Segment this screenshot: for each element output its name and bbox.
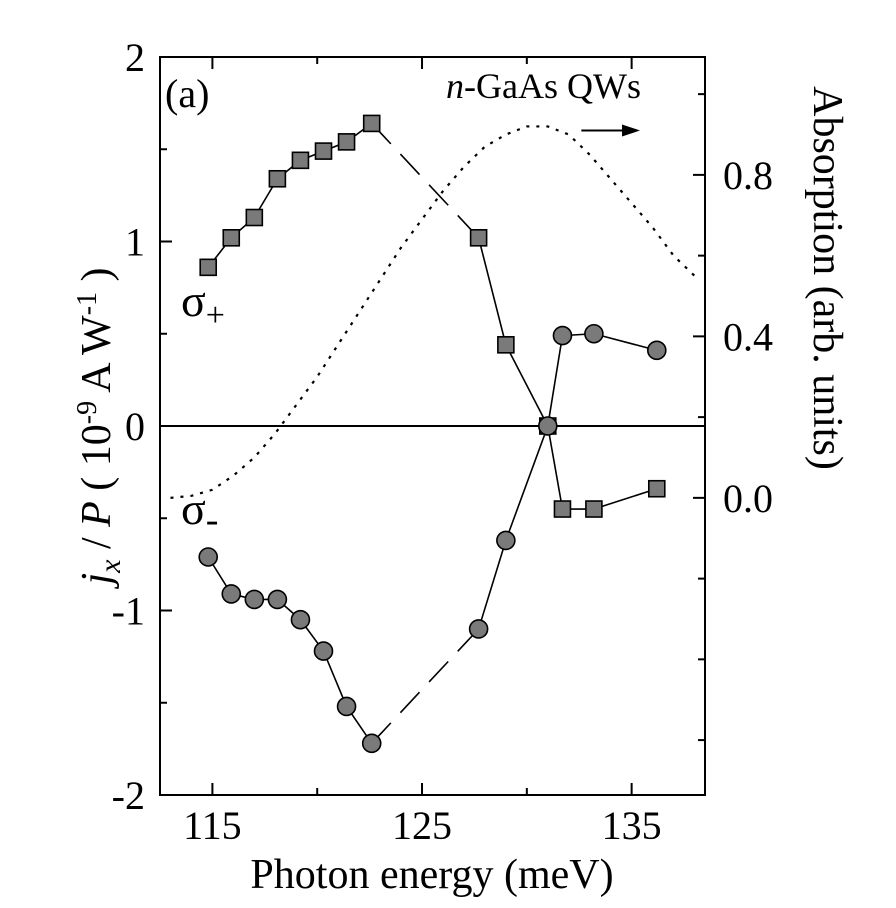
sigma-minus-marker xyxy=(646,340,667,361)
y-tick-label-right: 0.8 xyxy=(723,153,773,198)
sigma-plus-marker xyxy=(585,500,603,518)
sigma-plus-marker xyxy=(245,208,264,227)
sigma-plus-line-right xyxy=(477,237,658,510)
markers xyxy=(198,114,667,754)
y-title-units-close: ) xyxy=(74,267,120,292)
sigma-minus-marker xyxy=(537,416,558,436)
series-label-sigma-minus-main: σ xyxy=(181,483,206,534)
sigma-plus-marker xyxy=(222,229,241,247)
sigma-minus-marker xyxy=(468,619,489,639)
sigma-plus-marker xyxy=(291,151,310,170)
series-label-sigma-plus-sub: + xyxy=(206,297,225,334)
sigma-plus-marker xyxy=(553,500,572,518)
sigma-plus-marker xyxy=(647,479,666,498)
y-tick-label-left: -2 xyxy=(112,773,145,818)
panel-label: (a) xyxy=(165,71,209,116)
sample-label: n-GaAs QWs xyxy=(446,66,641,106)
series-label-sigma-minus: σ- xyxy=(181,483,218,541)
y-title-units: A W xyxy=(74,315,120,401)
x-tick-label: 125 xyxy=(392,803,452,848)
y-tick-label-left: 0 xyxy=(125,404,145,449)
sigma-minus-marker xyxy=(336,696,357,717)
sigma-minus-marker xyxy=(244,589,265,610)
y-axis-title-left: jx / P ( 10-9 A W-1 ) xyxy=(72,267,127,589)
sigma-minus-marker xyxy=(221,584,242,604)
sigma-plus-marker xyxy=(497,336,515,354)
sample-label-italic: n xyxy=(446,66,464,106)
y-tick-label-left: 2 xyxy=(125,35,145,80)
y-tick-label-left: -1 xyxy=(112,589,145,634)
y-tick-label-right: 0.4 xyxy=(723,314,773,359)
sigma-minus-marker xyxy=(584,323,604,344)
sigma-minus-gap-dashed xyxy=(371,628,480,744)
plot-area xyxy=(159,56,706,796)
sigma-plus-marker xyxy=(469,229,488,247)
absorption-curve xyxy=(170,125,696,499)
sigma-plus-marker xyxy=(362,114,381,133)
y-title-slash: / xyxy=(74,527,120,560)
series-label-sigma-minus-sub: - xyxy=(206,499,219,541)
y-title-sub-x: x xyxy=(94,559,127,574)
y-tick-label-right: 0.0 xyxy=(723,476,773,521)
sigma-plus-gap-dashed xyxy=(371,122,480,239)
y-title-exp2: -1 xyxy=(72,292,103,315)
sigma-minus-marker xyxy=(361,733,382,754)
sigma-minus-marker xyxy=(496,530,516,551)
x-axis-title: Photon energy (meV) xyxy=(250,852,613,898)
x-tick-label: 115 xyxy=(183,803,242,848)
sigma-plus-marker xyxy=(314,142,333,160)
sample-label-rest: -GaAs QWs xyxy=(464,66,641,106)
y-axis-title-right: Absorption (arb. units) xyxy=(804,86,850,470)
absorption-axis-arrow xyxy=(581,124,641,137)
sigma-plus-marker xyxy=(337,133,356,151)
sigma-plus-marker xyxy=(268,169,287,188)
sigma-minus-marker xyxy=(290,609,311,630)
sigma-minus-line-right xyxy=(477,332,657,630)
arrow-head xyxy=(622,124,641,137)
ticks: 115 125 135 -2 -1 0 1 2 0.0 0.4 0.8 xyxy=(112,35,773,848)
sigma-minus-marker xyxy=(198,547,219,567)
sigma-minus-marker xyxy=(313,641,334,661)
x-tick-label: 135 xyxy=(602,803,662,848)
y-title-j: j xyxy=(74,573,120,590)
y-title-units-open: ( 10 xyxy=(74,424,120,501)
series-label-sigma-plus-main: σ xyxy=(181,275,206,326)
series-label-sigma-plus: σ+ xyxy=(181,275,225,334)
y-tick-label-left: 1 xyxy=(125,220,145,265)
sigma-minus-marker xyxy=(267,589,288,610)
y-title-p: P xyxy=(74,501,120,528)
sigma-plus-marker xyxy=(199,258,218,277)
sigma-minus-marker xyxy=(552,325,573,346)
y-title-exp1: -9 xyxy=(72,401,103,424)
